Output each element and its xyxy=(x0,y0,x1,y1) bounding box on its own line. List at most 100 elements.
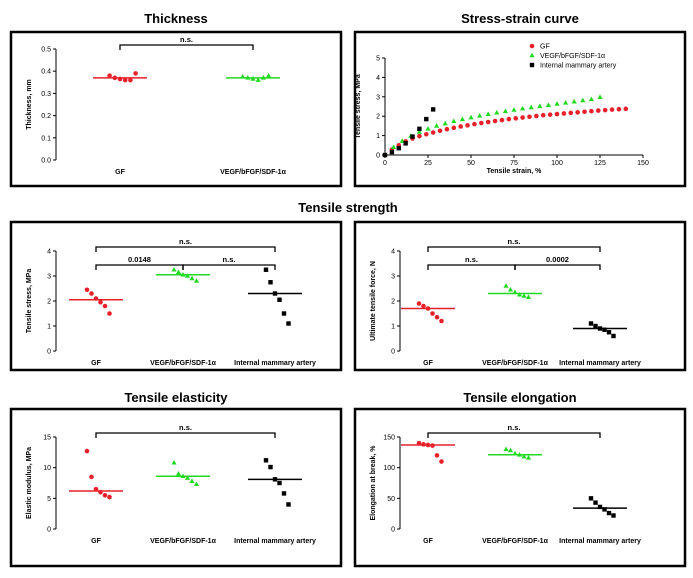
data-point xyxy=(511,107,517,112)
chart-tensile-strength: 0 1 2 3 4 Tensile stress, MPa GF VEGF/bFGF/SDF-… xyxy=(26,237,316,367)
y-tick-label: 4 xyxy=(391,249,395,256)
data-point xyxy=(263,267,269,272)
y-tick-label: 0.0 xyxy=(41,158,51,165)
data-point xyxy=(528,104,534,110)
data-point xyxy=(102,492,108,498)
data-point xyxy=(451,125,457,131)
data-point xyxy=(451,118,457,124)
data-point xyxy=(623,106,629,112)
bracket-label: n.s. xyxy=(179,237,192,246)
data-point xyxy=(611,333,616,339)
bracket-label: 0.0148 xyxy=(128,255,151,264)
data-point xyxy=(477,113,483,118)
data-point xyxy=(534,113,539,119)
data-point xyxy=(561,111,567,116)
panel-frame-ultimate-force xyxy=(353,220,687,372)
series-gf xyxy=(382,106,629,158)
data-point xyxy=(595,108,601,113)
chart-title-stress-strain: Stress-strain curve xyxy=(461,11,579,26)
data-point xyxy=(588,96,594,102)
data-point xyxy=(602,107,608,113)
data-point xyxy=(184,475,191,480)
y-tick-label: 50 xyxy=(387,496,395,503)
y-tick-label: 0.1 xyxy=(41,135,51,142)
bracket-line xyxy=(182,264,276,270)
y-tick-label: 3 xyxy=(376,94,380,101)
y-tick-label: 0.4 xyxy=(41,69,51,76)
data-point xyxy=(502,108,508,114)
data-point xyxy=(391,144,397,150)
bracket-line xyxy=(95,264,184,270)
data-point xyxy=(277,480,282,486)
y-tick-label: 1 xyxy=(391,324,395,331)
data-point xyxy=(403,141,408,146)
data-point xyxy=(520,105,526,111)
bracket-label: n.s. xyxy=(508,423,521,432)
series-internal-mammary-artery xyxy=(573,496,627,518)
data-point xyxy=(545,102,551,107)
series-vegf-bfgf-sdf-1 xyxy=(156,266,210,283)
data-point xyxy=(616,106,622,112)
series-internal-mammary-artery xyxy=(382,107,436,158)
data-point xyxy=(423,131,429,137)
data-point xyxy=(537,103,543,109)
y-tick-label: 1 xyxy=(47,324,51,331)
x-category-label: Internal mammary artery xyxy=(234,360,316,367)
x-category-label: Internal mammary artery xyxy=(234,538,316,545)
x-tick-label: 0 xyxy=(383,160,387,167)
y-tick-label: 2 xyxy=(47,299,51,306)
data-point xyxy=(611,513,616,518)
series-vegf-bfgf-sdf-1 xyxy=(226,72,280,82)
y-axis-label: Ultimate tensile force, N xyxy=(370,261,377,341)
data-point xyxy=(527,114,532,120)
data-point xyxy=(468,114,474,120)
legend-entry-gf: GF xyxy=(540,44,550,51)
y-tick-label: 0.5 xyxy=(41,47,51,54)
significance-bracket: n.s. xyxy=(95,423,276,438)
data-point xyxy=(593,323,598,329)
data-point xyxy=(430,107,436,112)
x-tick-label: 25 xyxy=(424,160,432,167)
x-category-label: VEGF/bFGF/SDF-1α xyxy=(482,360,548,367)
x-category-label: GF xyxy=(91,538,101,545)
data-point xyxy=(589,108,594,114)
x-tick-label: 125 xyxy=(594,160,606,167)
x-tick-label: 50 xyxy=(467,160,475,167)
data-point xyxy=(507,286,514,292)
data-point xyxy=(472,121,477,127)
bracket-line xyxy=(427,432,601,438)
bracket-line xyxy=(95,432,276,438)
data-point xyxy=(575,110,580,115)
y-tick-label: 4 xyxy=(47,249,51,256)
significance-bracket: n.s. xyxy=(95,237,276,252)
x-category-label: VEGF/bFGF/SDF-1α xyxy=(220,169,286,176)
data-point xyxy=(171,459,177,465)
bracket-label: n.s. xyxy=(179,423,192,432)
x-tick-label: 75 xyxy=(510,160,518,167)
x-category-label: Internal mammary artery xyxy=(559,360,641,367)
data-point xyxy=(494,109,500,115)
series-gf xyxy=(401,440,455,464)
data-point xyxy=(268,280,273,285)
data-point xyxy=(602,327,607,332)
y-tick-label: 10 xyxy=(43,465,51,472)
y-tick-label: 4 xyxy=(376,75,380,82)
data-point xyxy=(593,500,598,505)
series-internal-mammary-artery xyxy=(248,267,302,326)
panel-frame-elastic-modulus xyxy=(9,407,343,568)
panel-frame-stress-strain xyxy=(353,30,687,188)
data-point xyxy=(554,111,560,117)
data-point xyxy=(266,72,272,78)
data-point xyxy=(425,126,431,131)
data-point xyxy=(459,116,465,122)
data-point xyxy=(540,112,546,118)
x-category-label: Internal mammary artery xyxy=(559,538,641,545)
data-point xyxy=(439,459,444,464)
data-point xyxy=(588,496,594,501)
bracket-line xyxy=(95,246,276,252)
x-category-label: GF xyxy=(91,360,101,367)
data-point xyxy=(277,297,282,302)
bracket-line xyxy=(119,44,254,50)
data-point xyxy=(434,453,440,458)
